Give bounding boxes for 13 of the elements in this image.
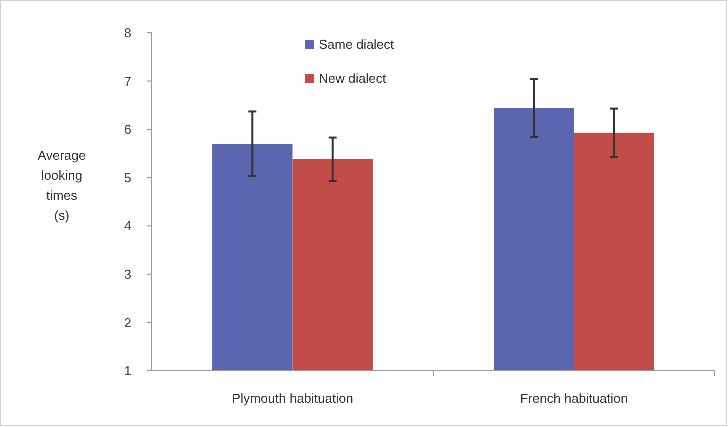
y-tick-label: 6 xyxy=(124,122,132,138)
x-tick-label: French habituation xyxy=(520,391,628,406)
y-tick-label: 4 xyxy=(124,218,132,234)
y-tick-label: 1 xyxy=(124,364,132,379)
y-tick-label: 7 xyxy=(124,74,132,89)
y-tick-label: 8 xyxy=(124,26,132,41)
y-tick-label: 3 xyxy=(124,266,132,282)
y-tick-label: 2 xyxy=(124,315,132,330)
legend-label: New dialect xyxy=(319,71,387,86)
y-axis-title: Average looking times (s) xyxy=(38,148,86,223)
x-tick-label: Plymouth habituation xyxy=(232,391,354,406)
legend-label: Same dialect xyxy=(319,37,395,52)
y-tick-label: 5 xyxy=(124,170,132,186)
